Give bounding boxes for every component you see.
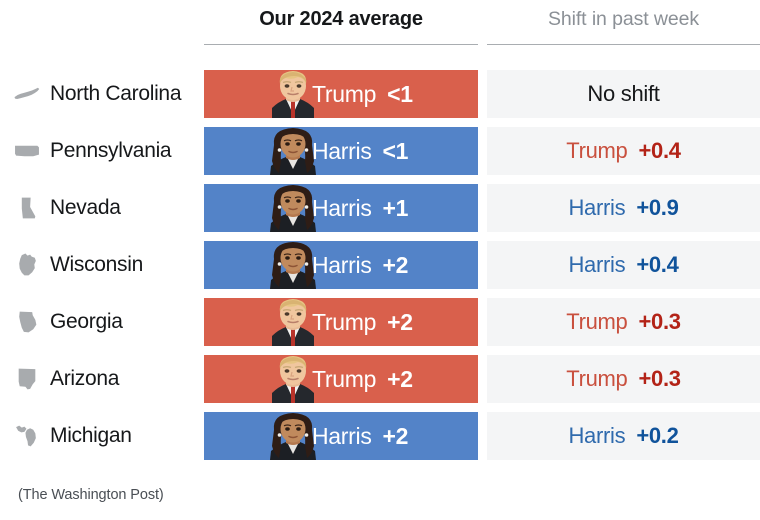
table-header: Our 2024 average Shift in past week	[0, 8, 760, 56]
shift-cell[interactable]: No shift	[487, 70, 760, 118]
average-margin-text: Trump <1	[304, 70, 478, 118]
shift-leader-label: Harris	[568, 423, 626, 448]
column-header-average-label: Our 2024 average	[259, 8, 423, 30]
pennsylvania-map-icon	[14, 137, 40, 165]
source-credit: (The Washington Post)	[18, 487, 164, 503]
shift-leader-label: Trump	[566, 309, 628, 334]
average-margin-text: Trump +2	[304, 355, 478, 403]
state-cell[interactable]: Arizona	[0, 355, 198, 403]
average-margin-text: Trump +2	[304, 298, 478, 346]
harris-portrait	[250, 412, 336, 460]
average-margin-value: <1	[387, 80, 413, 107]
average-margin-text: Harris +2	[304, 412, 478, 460]
average-margin-bar[interactable]: Harris +2	[204, 241, 478, 289]
trump-portrait	[250, 298, 336, 346]
state-name-label: Michigan	[50, 424, 132, 447]
average-margin-bar[interactable]: Harris +1	[204, 184, 478, 232]
shift-value: +0.4	[636, 252, 679, 277]
state-name-label: Pennsylvania	[50, 139, 172, 162]
average-margin-value: +2	[382, 422, 409, 449]
north-carolina-map-icon	[14, 80, 40, 108]
column-header-shift-label: Shift in past week	[547, 8, 700, 30]
table-row[interactable]: Michigan Harris +2 Harris	[0, 412, 760, 469]
average-margin-value: +2	[387, 365, 413, 392]
average-margin-value: <1	[382, 137, 409, 164]
header-rule-shift	[487, 44, 760, 45]
state-cell[interactable]: Michigan	[0, 412, 198, 460]
wisconsin-map-icon	[14, 251, 40, 279]
shift-value: +0.9	[636, 195, 679, 220]
shift-cell[interactable]: Harris +0.2	[487, 412, 760, 460]
average-margin-text: Harris +1	[304, 184, 478, 232]
shift-cell[interactable]: Trump +0.3	[487, 355, 760, 403]
average-leader-label: Harris	[312, 137, 372, 164]
header-rule-average	[204, 44, 478, 45]
shift-value: +0.3	[638, 366, 682, 391]
table-row[interactable]: Georgia Trump +2 Trump	[0, 298, 760, 355]
average-margin-text: Harris <1	[304, 127, 478, 175]
nevada-map-icon	[14, 194, 40, 222]
average-leader-label: Trump	[312, 308, 377, 335]
average-margin-bar[interactable]: Trump +2	[204, 298, 478, 346]
trump-portrait	[250, 70, 336, 118]
state-name-label: Arizona	[50, 367, 120, 390]
average-leader-label: Trump	[312, 365, 377, 392]
state-name-label: Georgia	[50, 310, 123, 333]
shift-leader-label: Harris	[568, 195, 626, 220]
michigan-map-icon	[14, 422, 40, 450]
average-margin-value: +1	[382, 194, 409, 221]
table-row[interactable]: Nevada Harris +1 Harris	[0, 184, 760, 241]
average-margin-bar[interactable]: Trump <1	[204, 70, 478, 118]
harris-portrait	[250, 184, 336, 232]
state-name-label: Nevada	[50, 196, 121, 219]
shift-leader-label: Trump	[566, 366, 628, 391]
average-leader-label: Harris	[312, 251, 372, 278]
state-cell[interactable]: Georgia	[0, 298, 198, 346]
shift-value: +0.2	[636, 423, 679, 448]
average-margin-bar[interactable]: Trump +2	[204, 355, 478, 403]
average-margin-bar[interactable]: Harris +2	[204, 412, 478, 460]
column-header-shift: Shift in past week	[487, 8, 760, 31]
average-leader-label: Harris	[312, 194, 372, 221]
table-row[interactable]: Wisconsin Harris +2 Harris	[0, 241, 760, 298]
column-header-average: Our 2024 average	[204, 8, 478, 31]
state-name-label: Wisconsin	[50, 253, 143, 276]
state-name-label: North Carolina	[50, 82, 182, 105]
harris-portrait	[250, 127, 336, 175]
state-cell[interactable]: North Carolina	[0, 70, 198, 118]
table-body: North Carolina Trump <1 No s	[0, 70, 760, 469]
shift-leader-label: Harris	[568, 252, 626, 277]
shift-cell[interactable]: Trump +0.3	[487, 298, 760, 346]
shift-value: +0.4	[638, 138, 682, 163]
georgia-map-icon	[14, 308, 40, 336]
state-cell[interactable]: Wisconsin	[0, 241, 198, 289]
table-row[interactable]: Pennsylvania Harris <1 Trump	[0, 127, 760, 184]
average-leader-label: Trump	[312, 80, 377, 107]
average-margin-value: +2	[382, 251, 409, 278]
arizona-map-icon	[14, 365, 40, 393]
shift-no-change-label: No shift	[587, 81, 660, 106]
table-row[interactable]: North Carolina Trump <1 No s	[0, 70, 760, 127]
trump-portrait	[250, 355, 336, 403]
shift-leader-label: Trump	[566, 138, 628, 163]
harris-portrait	[250, 241, 336, 289]
average-margin-value: +2	[387, 308, 413, 335]
shift-cell[interactable]: Harris +0.4	[487, 241, 760, 289]
average-leader-label: Harris	[312, 422, 372, 449]
state-cell[interactable]: Nevada	[0, 184, 198, 232]
shift-value: +0.3	[638, 309, 682, 334]
state-cell[interactable]: Pennsylvania	[0, 127, 198, 175]
average-margin-bar[interactable]: Harris <1	[204, 127, 478, 175]
shift-cell[interactable]: Harris +0.9	[487, 184, 760, 232]
table-row[interactable]: Arizona Trump +2 Trump	[0, 355, 760, 412]
average-margin-text: Harris +2	[304, 241, 478, 289]
shift-cell[interactable]: Trump +0.4	[487, 127, 760, 175]
